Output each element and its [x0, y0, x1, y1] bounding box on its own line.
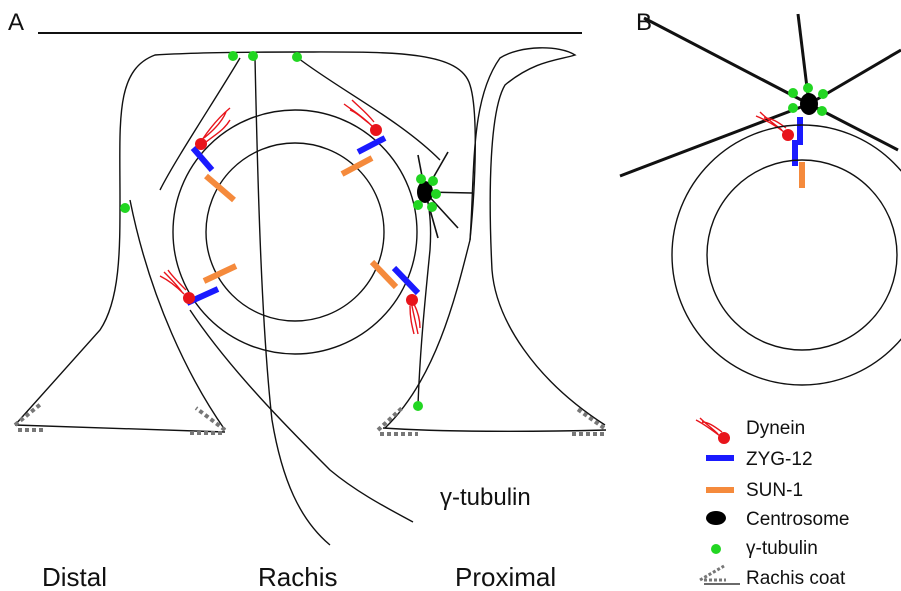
- nuclear-envelope-outer: [172, 109, 418, 355]
- gamma-tubulin-dot: [228, 51, 238, 61]
- dynein-motor: [406, 294, 421, 335]
- centrosome: [417, 181, 433, 203]
- label-rachis: Rachis: [258, 562, 337, 591]
- legend-item-gamma-tubulin: γ-tubulin: [711, 538, 818, 559]
- gamma-tubulin-dot: [818, 89, 828, 99]
- label-proximal: Proximal: [455, 562, 556, 591]
- zyg12-marker: [190, 146, 215, 172]
- dynein-motor: [159, 269, 195, 304]
- zyg12-marker: [356, 135, 387, 155]
- gamma-tubulin-dot: [803, 83, 813, 93]
- gamma-tubulin-dot: [788, 103, 798, 113]
- legend-item-zyg12: ZYG-12: [706, 449, 813, 470]
- gamma-tubulin-dot: [788, 88, 798, 98]
- nuclear-envelope-inner: [205, 142, 385, 322]
- nuclear-envelope-inner: [706, 159, 898, 351]
- sun1-marker: [369, 259, 399, 290]
- legend-item-dynein: Dynein: [695, 417, 805, 444]
- label-gamma-tubulin: γ-tubulin: [440, 484, 531, 511]
- panel-a: A: [8, 9, 607, 591]
- dynein-motor: [195, 107, 231, 150]
- sun1-marker: [204, 173, 236, 203]
- gamma-tubulin-dot: [413, 401, 423, 411]
- label-distal: Distal: [42, 562, 107, 591]
- legend-label: SUN-1: [746, 480, 803, 501]
- proximal-base-line: [382, 427, 607, 433]
- panel-a-letter: A: [8, 9, 24, 36]
- legend-item-centrosome: Centrosome: [706, 509, 850, 530]
- centrosome-aster: [413, 151, 473, 239]
- microtubule-left: [159, 57, 241, 191]
- gamma-tubulin-dot: [292, 52, 302, 62]
- green-dot-icon: [711, 544, 721, 554]
- centrosome: [800, 93, 818, 115]
- nuclear-envelope-outer: [671, 124, 901, 386]
- legend-label: Centrosome: [746, 509, 850, 530]
- distal-base-line: [14, 424, 226, 433]
- rachis-fiber-left: [254, 57, 331, 546]
- microtubule-right: [297, 57, 441, 161]
- gamma-tubulin-dot: [120, 203, 130, 213]
- microtubule: [619, 102, 810, 178]
- proximal-cell-outline: [469, 47, 606, 426]
- legend-label: γ-tubulin: [746, 538, 818, 559]
- dynein-motor: [343, 99, 382, 136]
- gamma-tubulin-dot: [248, 51, 258, 61]
- legend: Dynein ZYG-12 SUN-1 Centrosome γ-tubulin…: [695, 417, 850, 589]
- legend-item-sun1: SUN-1: [706, 480, 803, 501]
- zyg12-marker: [391, 265, 421, 296]
- legend-label: Rachis coat: [746, 568, 846, 589]
- rachis-coat-icon: [699, 564, 740, 585]
- dynein-icon: [695, 417, 730, 444]
- sun1-marker: [340, 155, 374, 177]
- distal-cell-outline: [14, 51, 476, 429]
- microtubule-centrosome-fiber: [417, 189, 432, 406]
- distal-cell-inner-outline: [129, 199, 226, 431]
- rachis-fiber-lower: [189, 309, 414, 523]
- panel-b: B: [619, 9, 901, 386]
- black-ellipse-icon: [706, 511, 726, 525]
- legend-label: Dynein: [746, 418, 805, 439]
- panel-b-letter: B: [636, 9, 652, 36]
- gamma-tubulin-dot: [817, 106, 827, 116]
- sun1-marker: [202, 263, 238, 284]
- rachis-coat: [13, 401, 606, 436]
- legend-label: ZYG-12: [746, 449, 813, 470]
- microtubule: [643, 16, 810, 106]
- legend-item-rachis-coat: Rachis coat: [699, 564, 846, 589]
